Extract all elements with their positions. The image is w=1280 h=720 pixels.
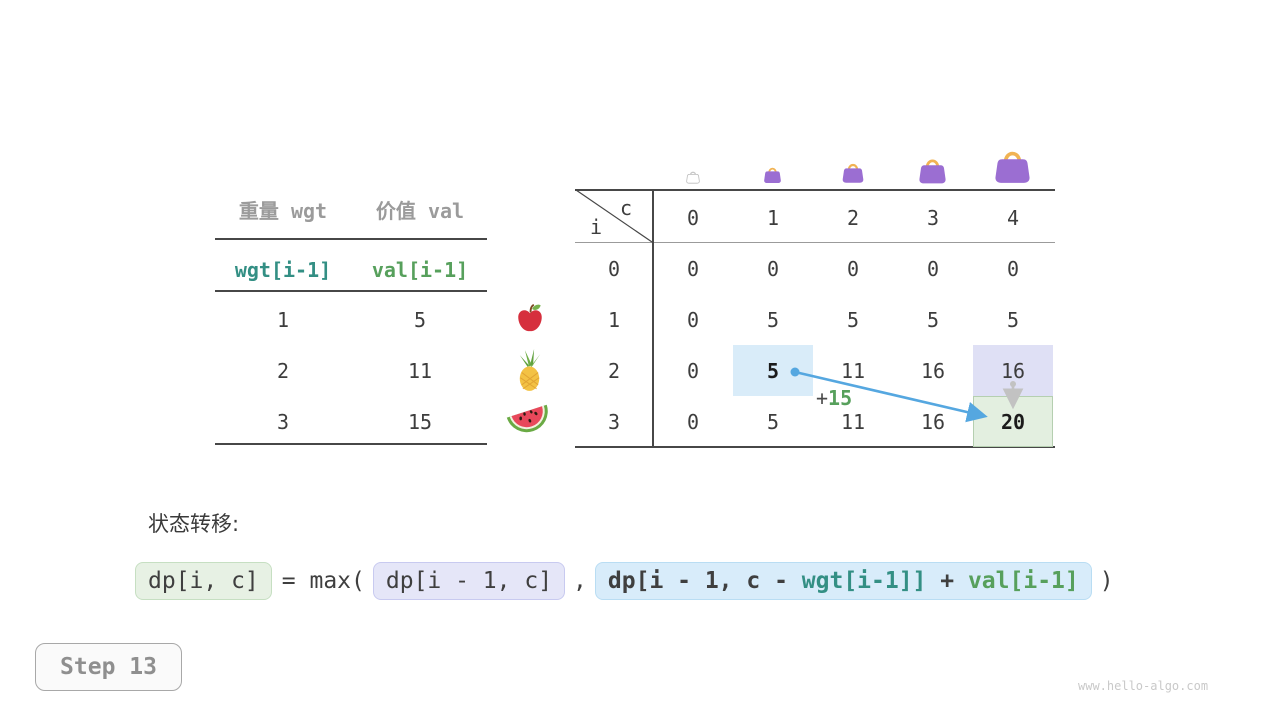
item-wgt-1: 1	[276, 308, 290, 332]
formula-arg2-wgt: wgt[i-1]]	[801, 568, 927, 594]
item-table-formula-val: val[i-1]	[371, 258, 469, 282]
formula-lhs-box: dp[i, c]	[135, 562, 272, 600]
dp-cell-2-3: 16	[920, 358, 946, 383]
pineapple-icon	[519, 349, 541, 391]
dp-cell-2-0: 0	[686, 358, 700, 383]
dp-cell-3-4-highlighted: 20	[973, 396, 1053, 447]
dp-row-header-0: 0	[607, 257, 621, 281]
annotation-value: 15	[828, 386, 853, 410]
state-transition-formula: dp[i, c] = max( dp[i - 1, c] , dp[i - 1,…	[135, 560, 1114, 602]
dp-cell-0-2: 0	[846, 256, 860, 281]
handbag-icon	[764, 167, 781, 183]
item-table-rule-bottom	[215, 443, 487, 445]
dp-row-header-2: 2	[607, 359, 621, 383]
dp-row-header-1: 1	[607, 308, 621, 332]
dp-cell-1-0: 0	[686, 307, 700, 332]
annotation-plus-sign: +	[816, 386, 829, 410]
dp-col-header-3: 3	[926, 206, 940, 230]
dp-cell-0-3: 0	[926, 256, 940, 281]
dp-cell-2-4-highlighted: 16	[973, 345, 1053, 396]
dp-row-header-3: 3	[607, 410, 621, 434]
watermelon-icon	[506, 404, 548, 433]
dp-cell-1-1: 5	[766, 307, 780, 332]
dp-cell-3-0: 0	[686, 409, 700, 434]
formula-close-paren: )	[1099, 568, 1114, 594]
dp-col-header-4: 4	[1006, 206, 1020, 230]
dp-cell-0-1: 0	[766, 256, 780, 281]
handbag-ghost-icon	[686, 171, 700, 184]
apple-icon	[518, 304, 542, 332]
formula-arg2-head: dp[i - 1, c -	[607, 568, 802, 594]
dp-cell-2-1-highlighted: 5	[733, 345, 813, 396]
item-wgt-3: 3	[276, 410, 290, 434]
item-wgt-2: 2	[276, 359, 290, 383]
transition-annotation: +15	[816, 386, 852, 410]
formula-operator: = max(	[281, 568, 365, 594]
item-val-2: 11	[407, 359, 433, 383]
dp-col-header-0: 0	[686, 206, 700, 230]
dp-cell-3-1: 5	[766, 409, 780, 434]
item-table-rule-mid	[215, 290, 487, 292]
state-transition-label: 状态转移:	[148, 512, 240, 536]
dp-table-rule-header	[575, 242, 1055, 243]
dp-table-rule-bottom	[575, 446, 1055, 448]
handbag-icon	[995, 151, 1030, 183]
dp-cell-1-2: 5	[846, 307, 860, 332]
step-badge: Step 13	[35, 643, 182, 691]
dp-cell-3-3: 16	[920, 409, 946, 434]
dp-col-header-2: 2	[846, 206, 860, 230]
handbag-icon	[919, 159, 946, 184]
formula-separator: ,	[573, 568, 587, 594]
formula-arg2-val: val[i-1]	[967, 568, 1079, 594]
item-table-header-wgt: 重量 wgt	[238, 199, 328, 223]
item-table-formula-wgt: wgt[i-1]	[234, 258, 332, 282]
dp-corner-row-label: i	[590, 215, 603, 239]
dp-cell-1-3: 5	[926, 307, 940, 332]
dp-cell-0-0: 0	[686, 256, 700, 281]
formula-arg1-box: dp[i - 1, c]	[372, 562, 566, 600]
dp-table-rule-top	[575, 189, 1055, 191]
dp-table-rule-vertical	[652, 189, 654, 448]
corner-diagonal-line	[575, 189, 653, 243]
item-table-rule-top	[215, 238, 487, 240]
watermark: www.hello-algo.com	[1078, 679, 1209, 693]
item-table-header-val: 价值 val	[375, 199, 465, 223]
dp-corner-col-label: c	[620, 196, 633, 220]
dp-col-header-1: 1	[766, 206, 780, 230]
handbag-icon	[842, 163, 864, 183]
dp-cell-1-4: 5	[1006, 307, 1020, 332]
dp-cell-0-4: 0	[1006, 256, 1020, 281]
item-val-3: 15	[407, 410, 433, 434]
formula-arg2-plus: +	[926, 568, 968, 594]
item-val-1: 5	[413, 308, 427, 332]
formula-arg2-box: dp[i - 1, c - wgt[i-1]] + val[i-1]	[594, 562, 1092, 600]
